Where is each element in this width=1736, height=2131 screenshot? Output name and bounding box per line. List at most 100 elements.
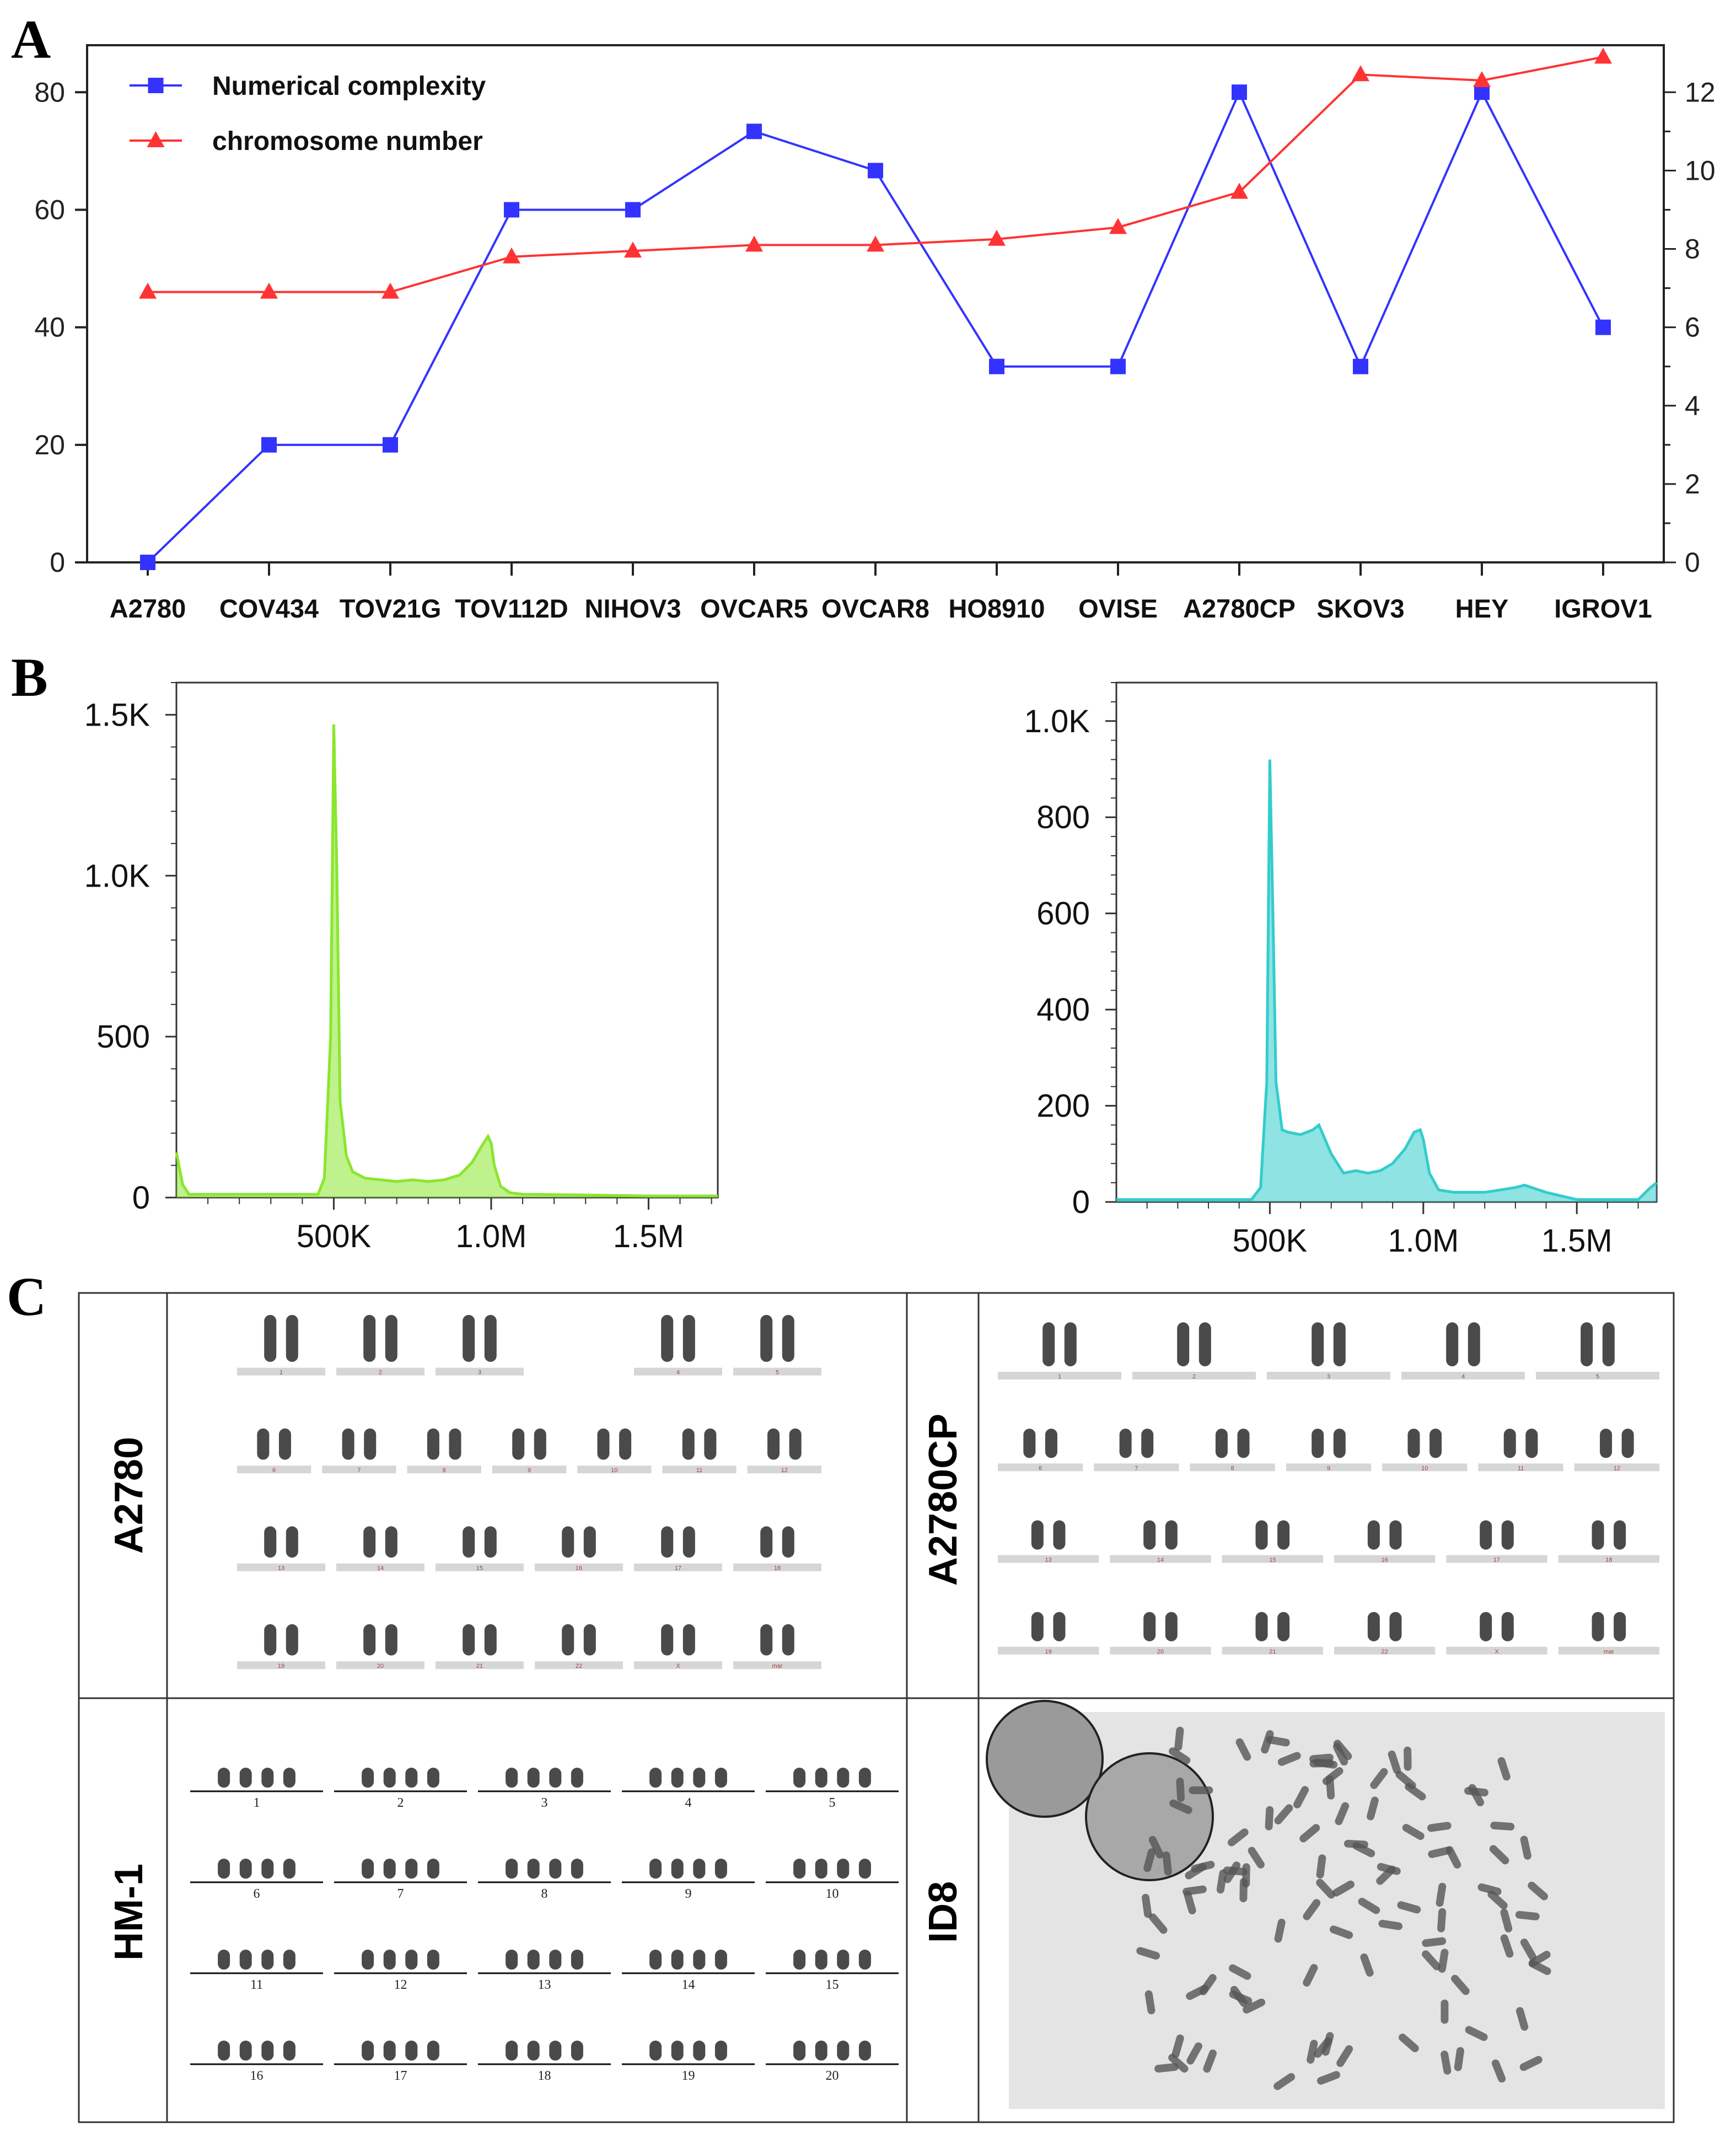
karyotype-label-strip <box>436 1367 524 1376</box>
metaphase-chromosome <box>1477 1883 1502 1896</box>
chromosome <box>1333 1322 1346 1367</box>
chromosome <box>714 2041 727 2061</box>
chromosome <box>1312 1322 1324 1367</box>
y-tick-label: 1.0K <box>1024 704 1090 739</box>
chromosome-number-label: 8 <box>541 1887 548 1901</box>
chromosome <box>1367 1612 1380 1641</box>
metaphase-chromosome <box>1397 1901 1421 1914</box>
chromosome <box>506 1768 518 1788</box>
chromosome <box>858 1859 871 1879</box>
histogram-area <box>1116 759 1657 1202</box>
chromosome-number-label: 20 <box>377 1663 384 1670</box>
data-point-square <box>1232 84 1247 100</box>
karyotype-label-strip <box>733 1367 821 1376</box>
chromosome <box>583 1624 596 1656</box>
data-point-triangle <box>139 282 157 299</box>
metaphase-chromosome <box>1168 2054 1189 2073</box>
chromosome <box>261 2041 274 2061</box>
chromosome-number-label: 22 <box>576 1663 582 1670</box>
chromosome-number-label: 10 <box>611 1467 617 1474</box>
karyotype-label-strip <box>336 1563 424 1571</box>
chromosome <box>239 1859 252 1879</box>
panel-b-right-histogram: 0 200 400 600 800 1.0K 500K 1.0M 1.5M <box>1024 681 1658 1259</box>
chromosome <box>597 1428 610 1460</box>
x-tick-label: COV434 <box>219 594 319 623</box>
data-point-triangle <box>260 282 278 299</box>
data-point-triangle <box>503 247 520 264</box>
metaphase-chromosome <box>1143 1848 1155 1872</box>
chromosome <box>549 2041 562 2061</box>
chromosome <box>549 1859 562 1879</box>
chromosome <box>1165 1612 1178 1641</box>
y-left-tick-label: 60 <box>34 194 65 225</box>
chromosome <box>1503 1429 1516 1458</box>
chromosome-number-label: X <box>676 1663 680 1670</box>
chromosome <box>1023 1429 1036 1458</box>
chromosome-number-label: 1 <box>280 1370 283 1376</box>
karyotype-label-strip <box>1558 1646 1659 1655</box>
chromosome-number-label: 7 <box>357 1467 361 1474</box>
chromosome <box>858 1950 871 1970</box>
metaphase-chromosome <box>1454 2047 1464 2071</box>
chromosome <box>693 1859 706 1879</box>
karyotype-label-strip <box>535 1563 623 1571</box>
chromosome-number-label: 20 <box>826 2069 839 2083</box>
metaphase-chromosome <box>1402 1824 1425 1840</box>
metaphase-chromosome <box>1497 1757 1511 1781</box>
y-right-tick-label: 2 <box>1685 469 1700 500</box>
chromosome <box>1614 1612 1626 1641</box>
metaphase-chromosome <box>1405 1783 1426 1801</box>
plot-frame <box>86 44 1665 563</box>
x-tick-label: OVISE <box>1078 594 1158 623</box>
y-left-tick-label: 0 <box>50 547 65 578</box>
data-point-triangle <box>1594 47 1612 64</box>
legend-marker-triangle <box>147 131 165 147</box>
chromosome <box>858 2041 871 2061</box>
chromosome <box>362 1950 374 1970</box>
chromosome <box>383 1950 396 1970</box>
karyotype-label-strip <box>237 1563 325 1571</box>
histogram-area <box>176 724 718 1198</box>
legend-label-numerical-complexity: Numerical complexity <box>212 72 486 101</box>
x-tick-label: 1.0M <box>1388 1223 1459 1259</box>
karyotype-label-strip <box>436 1661 524 1670</box>
y-tick-label: 0 <box>132 1180 150 1216</box>
chromosome-number-label: 10 <box>1421 1465 1428 1472</box>
chromosome <box>286 1314 298 1362</box>
chromosome <box>1501 1612 1514 1641</box>
chromosome-number-label: 5 <box>1596 1373 1599 1380</box>
histogram-line <box>175 724 718 1198</box>
y-right-tick-label: 10 <box>1685 155 1716 186</box>
chromosome-number-label: 17 <box>1493 1557 1500 1564</box>
x-tick-label: HEY <box>1455 594 1509 623</box>
data-point-triangle <box>988 229 1006 246</box>
chromosome <box>1367 1520 1380 1550</box>
chromosome <box>760 1624 773 1656</box>
chromosome <box>1255 1520 1268 1550</box>
metaphase-chromosome <box>1519 2055 1542 2071</box>
chromosome <box>363 1624 376 1656</box>
karyotype-label-strip <box>322 1466 396 1474</box>
metaphase-chromosome <box>1203 2049 1217 2073</box>
metaphase-chromosome <box>1428 1846 1452 1858</box>
panel-letter-a: A <box>11 9 51 70</box>
metaphase-chromosome <box>1441 1999 1449 2024</box>
chromosome-number-label: 15 <box>1269 1557 1276 1564</box>
chromosome <box>1312 1429 1324 1458</box>
chromosome <box>760 1526 773 1558</box>
chromosome <box>484 1314 497 1362</box>
chromosome <box>837 2041 850 2061</box>
chromosome <box>714 1950 727 1970</box>
chromosome <box>506 1950 518 1970</box>
chromosome <box>283 2041 295 2061</box>
chromosome <box>782 1526 794 1558</box>
metaphase-chromosome <box>1230 1985 1248 2007</box>
chromosome <box>793 1859 806 1879</box>
metaphase-chromosome <box>1171 2034 1184 2058</box>
x-tick-label: A2780 <box>110 594 186 623</box>
metaphase-chromosome <box>1144 1990 1155 2015</box>
data-point-triangle <box>867 235 884 252</box>
chromosome <box>385 1526 397 1558</box>
chromosome-number-label: 3 <box>1327 1373 1330 1380</box>
chromosome <box>383 2041 396 2061</box>
